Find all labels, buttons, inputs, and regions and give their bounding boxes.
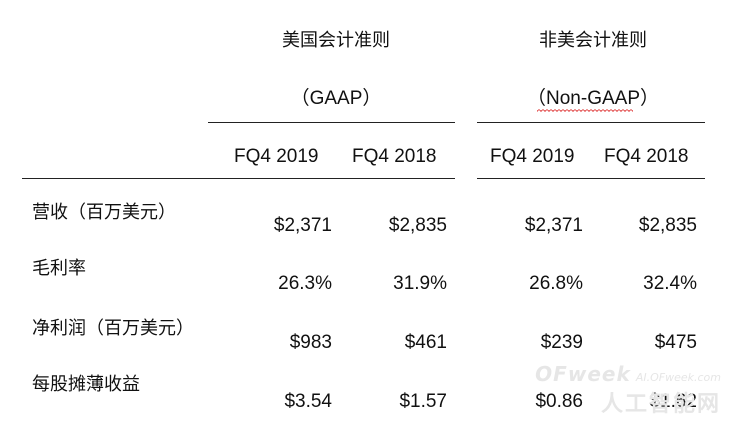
table-cell: $461 [404,332,447,353]
table-cell: $2,371 [524,215,583,236]
table-cell: $0.86 [535,391,583,412]
row-label-revenue: 营收（百万美元） [32,202,176,223]
period-header: FQ4 2018 [352,146,437,167]
gaap-group-subtitle: （GAAP） [290,88,382,109]
table-cell: $3.54 [284,391,332,412]
period-header: FQ4 2019 [490,146,575,167]
table-cell: $2,835 [388,215,447,236]
table-header-rule [22,178,455,179]
non-gaap-group-title: 非美会计准则 [539,30,647,51]
table-cell: $239 [540,332,583,353]
period-header: FQ4 2019 [234,146,319,167]
table-cell: 32.4% [643,273,697,294]
row-label-gross-margin: 毛利率 [32,258,86,279]
table-cell: $2,835 [638,215,697,236]
non-gaap-group-subtitle: （Non-GAAP） [526,88,660,109]
table-cell: $1.57 [399,391,447,412]
table-cell: 31.9% [393,273,447,294]
gaap-group-title: 美国会计准则 [282,30,390,51]
table-cell: $2,371 [273,215,332,236]
table-cell: 26.8% [529,273,583,294]
table-cell: $475 [654,332,697,353]
row-label-diluted-eps: 每股摊薄收益 [32,374,140,395]
table-cell: $983 [289,332,332,353]
row-label-net-income: 净利润（百万美元） [32,318,194,339]
table-cell: 26.3% [278,273,332,294]
watermark-logo: OFweek AI.OFweek.com 人工智能网 [535,362,721,417]
table-cell: $1.62 [649,391,697,412]
spellcheck-underline [537,108,633,112]
gaap-header-rule [208,122,455,123]
period-header: FQ4 2018 [604,146,689,167]
table-header-rule-right [477,178,705,179]
non-gaap-header-rule [477,122,705,123]
